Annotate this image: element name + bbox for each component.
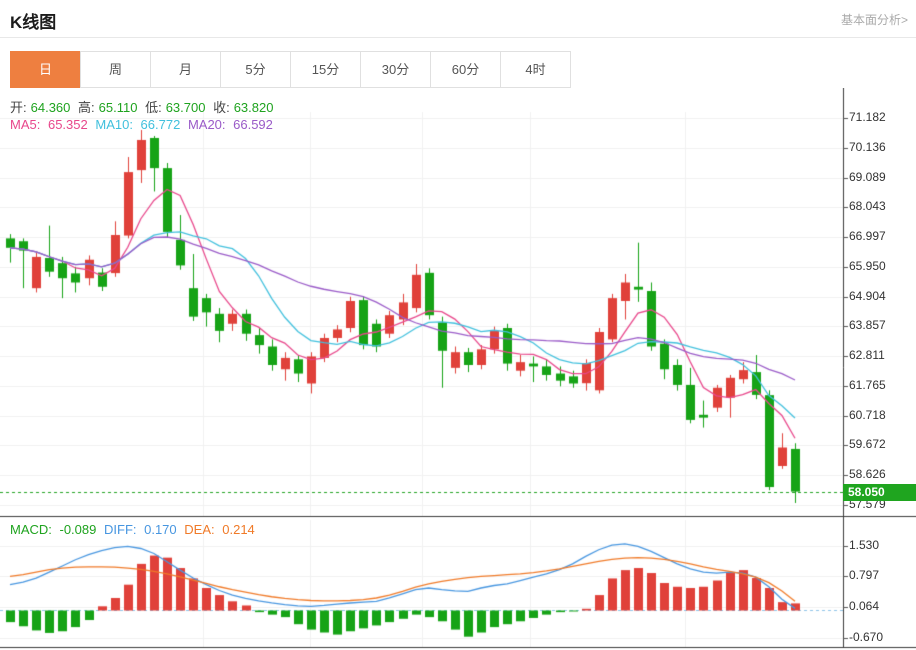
tab-60min[interactable]: 60分: [430, 51, 501, 88]
ma10-label: MA10:: [95, 117, 137, 132]
main-y-tick: 70.136: [849, 139, 886, 154]
tab-month[interactable]: 月: [150, 51, 221, 88]
ma20-label: MA20:: [187, 117, 230, 132]
macd-y-tick: 0.064: [849, 598, 880, 613]
main-y-tick: 62.811: [849, 348, 885, 363]
page-title: K线图: [10, 13, 57, 32]
close-label: 收:: [213, 100, 230, 115]
dea-label: DEA:: [184, 522, 219, 537]
main-y-tick: 69.089: [849, 169, 886, 184]
current-price-badge: 58.050: [843, 484, 916, 501]
macd-y-tick: 0.797: [849, 568, 880, 583]
macd-label: MACD:: [10, 522, 56, 537]
main-y-tick: 60.718: [849, 407, 886, 422]
page-header: K线图 基本面分析>: [0, 0, 916, 38]
main-y-tick: 65.950: [849, 258, 886, 273]
tab-day[interactable]: 日: [10, 51, 81, 88]
main-y-tick: 59.672: [849, 437, 886, 452]
main-y-tick: 63.857: [849, 318, 886, 333]
main-y-tick: 58.626: [849, 467, 886, 482]
main-y-tick: 68.043: [849, 199, 886, 214]
ma20-value: 66.592: [233, 117, 273, 132]
macd-row: MACD: -0.089 DIFF: 0.170 DEA: 0.214: [10, 522, 259, 537]
interval-tabs: 日周月 5分 15分 30分 60分 4时: [10, 51, 571, 88]
tab-5min[interactable]: 5分: [220, 51, 291, 88]
macd-y-tick: 1.530: [849, 538, 880, 552]
macd-value: -0.089: [59, 522, 97, 537]
tab-15min[interactable]: 15分: [290, 51, 361, 88]
kline-chart-canvas[interactable]: [0, 88, 916, 650]
ma5-label: MA5:: [10, 117, 44, 132]
open-label: 开:: [10, 100, 27, 115]
ma10-value: 66.772: [140, 117, 181, 132]
main-y-tick: 61.765: [849, 377, 886, 392]
high-value: 65.110: [98, 100, 138, 115]
ohlc-row: 开: 64.360 高: 65.110 低: 63.700 收: 63.820: [10, 97, 277, 116]
low-value: 63.700: [165, 100, 206, 115]
high-label: 高:: [78, 100, 95, 115]
diff-value: 0.170: [144, 522, 177, 537]
ma-row: MA5: 65.352 MA10: 66.772 MA20: 66.592: [10, 117, 277, 132]
open-value: 64.360: [30, 100, 71, 115]
main-y-tick: 66.997: [849, 229, 886, 244]
tab-week[interactable]: 周: [80, 51, 151, 88]
tab-30min[interactable]: 30分: [360, 51, 431, 88]
low-label: 低:: [145, 100, 162, 115]
main-y-tick: 64.904: [849, 288, 886, 303]
macd-y-tick: -0.670: [849, 629, 884, 644]
main-y-tick: 71.182: [849, 110, 886, 124]
ma5-value: 65.352: [47, 117, 88, 132]
dea-value: 0.214: [222, 522, 255, 537]
diff-label: DIFF:: [104, 522, 141, 537]
close-value: 63.820: [233, 100, 274, 115]
tab-4hour[interactable]: 4时: [500, 51, 571, 88]
fundamental-analysis-link[interactable]: 基本面分析>: [840, 13, 908, 27]
